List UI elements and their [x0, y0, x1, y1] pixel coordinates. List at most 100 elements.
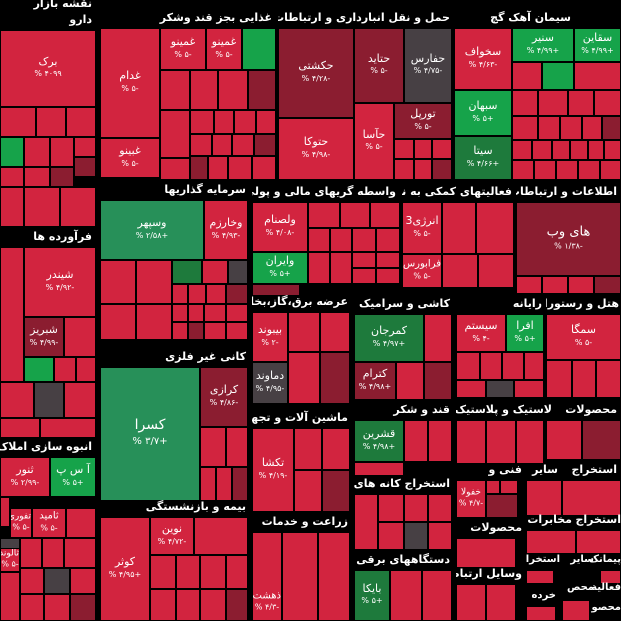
stock-tile[interactable]: ولصنام -۴/۰۸ % — [252, 202, 308, 252]
stock-tile[interactable]: غبینو -۵ % — [100, 138, 160, 178]
stock-tile[interactable] — [172, 260, 202, 284]
stock-tile[interactable] — [340, 202, 370, 228]
stock-tile[interactable] — [70, 568, 96, 594]
stock-tile[interactable] — [432, 159, 452, 180]
stock-tile[interactable] — [478, 254, 514, 288]
stock-tile[interactable] — [282, 532, 318, 621]
stock-tile[interactable] — [486, 494, 518, 518]
stock-tile[interactable] — [226, 304, 248, 322]
stock-tile[interactable] — [34, 382, 64, 418]
stock-tile[interactable] — [320, 312, 350, 352]
stock-tile[interactable] — [190, 156, 208, 180]
stock-tile[interactable] — [576, 530, 621, 554]
stock-tile[interactable]: غدام -۵ % — [100, 28, 160, 138]
stock-tile[interactable] — [526, 606, 556, 621]
stock-tile[interactable] — [20, 568, 44, 594]
stock-tile[interactable] — [516, 276, 542, 294]
stock-tile[interactable]: شیندر -۴/۹۲ % — [24, 247, 96, 317]
stock-tile[interactable] — [160, 110, 190, 158]
stock-tile[interactable] — [486, 584, 516, 621]
stock-tile[interactable] — [578, 160, 600, 180]
stock-tile[interactable] — [394, 159, 414, 180]
stock-tile[interactable]: غمینو -۵ % — [206, 28, 242, 70]
stock-tile[interactable] — [604, 140, 621, 160]
stock-tile[interactable] — [546, 420, 582, 460]
stock-tile[interactable]: کمرجان +۴/۹۷ % — [354, 314, 424, 362]
stock-tile[interactable] — [572, 360, 596, 398]
stock-tile[interactable] — [552, 140, 570, 160]
stock-tile[interactable] — [232, 134, 254, 156]
stock-tile[interactable] — [570, 140, 588, 160]
stock-tile[interactable]: های وب -۱/۳۸ % — [516, 202, 621, 276]
stock-tile[interactable] — [200, 467, 216, 501]
stock-tile[interactable] — [188, 322, 204, 340]
stock-tile[interactable] — [64, 382, 96, 418]
stock-tile[interactable]: فرابورس -۵ % — [402, 254, 442, 288]
stock-tile[interactable] — [66, 508, 96, 538]
stock-tile[interactable]: خفولا -۴/۷ % — [456, 480, 486, 518]
stock-tile[interactable] — [456, 420, 486, 464]
stock-tile[interactable] — [188, 284, 206, 304]
stock-tile[interactable] — [516, 420, 544, 464]
stock-tile[interactable] — [176, 555, 200, 589]
stock-tile[interactable] — [226, 322, 248, 340]
stock-tile[interactable] — [60, 187, 96, 227]
stock-tile[interactable] — [562, 600, 590, 621]
stock-tile[interactable] — [44, 568, 70, 594]
stock-tile[interactable] — [172, 304, 188, 322]
stock-tile[interactable] — [442, 254, 478, 288]
stock-tile[interactable] — [0, 137, 24, 167]
stock-tile[interactable] — [200, 555, 226, 589]
stock-tile[interactable] — [172, 284, 188, 304]
stock-tile[interactable] — [226, 284, 248, 304]
stock-tile[interactable]: کترام +۴/۹۸ % — [354, 362, 396, 400]
stock-tile[interactable]: تفوری -۵ % — [10, 508, 32, 538]
stock-tile[interactable] — [218, 70, 248, 110]
stock-tile[interactable] — [226, 427, 248, 467]
stock-tile[interactable] — [100, 260, 136, 304]
stock-tile[interactable] — [24, 137, 50, 167]
stock-tile[interactable] — [50, 167, 74, 187]
stock-tile[interactable] — [0, 382, 34, 418]
stock-tile[interactable] — [44, 594, 70, 621]
stock-tile[interactable] — [500, 480, 518, 494]
stock-tile[interactable] — [24, 167, 50, 187]
stock-tile[interactable] — [322, 428, 350, 470]
stock-tile[interactable] — [594, 90, 621, 116]
stock-tile[interactable] — [228, 156, 252, 180]
stock-tile[interactable]: سخواف -۴/۶۳ % — [454, 28, 512, 90]
stock-tile[interactable] — [40, 418, 96, 438]
stock-tile[interactable]: تکشا -۴/۱۹ % — [252, 428, 294, 512]
stock-tile[interactable]: سیتا +۴/۶۶ % — [454, 136, 512, 180]
stock-tile[interactable] — [428, 494, 452, 522]
stock-tile[interactable]: سمگا -۵ % — [546, 314, 621, 360]
stock-tile[interactable] — [456, 352, 480, 380]
stock-tile[interactable]: بایکا +۵ % — [354, 570, 390, 621]
stock-tile[interactable]: ذهشت -۴/۳ % — [252, 532, 282, 621]
stock-tile[interactable] — [354, 494, 378, 550]
stock-tile[interactable] — [190, 70, 218, 110]
stock-tile[interactable] — [64, 538, 96, 568]
stock-tile[interactable] — [538, 90, 568, 116]
stock-tile[interactable] — [568, 90, 594, 116]
stock-tile[interactable] — [204, 322, 226, 340]
stock-tile[interactable] — [542, 276, 568, 294]
stock-tile[interactable] — [50, 137, 74, 167]
stock-tile[interactable] — [376, 268, 400, 284]
stock-tile[interactable] — [390, 570, 422, 621]
stock-tile[interactable] — [228, 260, 248, 284]
stock-tile[interactable] — [190, 110, 214, 134]
stock-tile[interactable] — [0, 167, 24, 187]
stock-tile[interactable] — [596, 360, 621, 398]
stock-tile[interactable] — [486, 380, 514, 398]
stock-tile[interactable]: نوین -۴/۷۲ % — [150, 517, 194, 555]
stock-tile[interactable]: دماوند -۴/۹۵ % — [252, 362, 288, 404]
stock-tile[interactable] — [486, 420, 516, 464]
stock-tile[interactable] — [64, 317, 96, 357]
stock-tile[interactable] — [594, 276, 621, 294]
stock-tile[interactable] — [600, 160, 621, 180]
stock-tile[interactable]: سنیر +۴/۹۹ % — [512, 28, 574, 62]
stock-tile[interactable]: ثنور -۲/۹۹ % — [0, 457, 50, 497]
stock-tile[interactable] — [542, 62, 574, 90]
stock-tile[interactable]: سیستم -۴ % — [456, 314, 506, 352]
